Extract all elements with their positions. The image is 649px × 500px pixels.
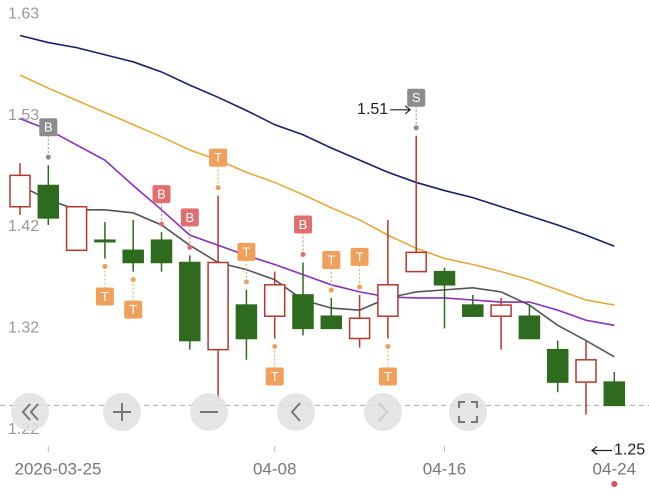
ma-line [19,184,615,358]
signal-label: B [299,217,308,232]
signal-dot [215,185,221,191]
signal-badge [237,242,256,261]
candle-body [179,261,201,342]
signal-badge [322,250,341,269]
candle-body [150,239,173,264]
low-annotation: 1.25 [614,442,645,459]
signal-label: T [327,252,335,267]
candle-body [320,315,343,330]
signal-dot [45,154,51,160]
signal-dot [130,277,136,283]
signal-badge [350,247,369,266]
signal-dot [385,344,391,350]
signal-label: S [412,90,421,105]
candle-body [292,294,314,330]
x-tick-label: 2026-03-25 [15,459,102,478]
candle-body [546,348,569,383]
signal-dot [413,125,419,131]
signal-badge [265,367,284,386]
x-tick-label: 04-24 [593,459,636,478]
ma-line [19,34,615,248]
signal-dot [300,252,306,257]
candle-body [462,304,484,317]
signal-label: T [129,302,137,317]
last-dot [611,481,618,487]
signal-badge [39,118,58,137]
ma-line [19,74,615,306]
signal-label: T [101,289,109,304]
zoom-in-button[interactable] [103,393,141,431]
candle-body [377,284,399,317]
signal-label: T [271,369,279,384]
candle-body [263,284,286,317]
plot-area: 2026-03-25 04-08 04-16 04-24 1.51 1.25 B T T B B T T… [0,5,649,487]
toolbar [11,393,487,431]
y-tick-label: 1.32 [8,320,39,337]
signal-badge [209,148,228,167]
signal-label: B [44,120,53,135]
signal-dot [328,287,334,293]
x-tick-label: 04-16 [423,459,466,478]
candle-body [207,261,229,351]
candle-body [433,270,456,286]
low-arrow [591,446,612,455]
signal-badge [95,287,114,306]
signal-label: B [157,187,166,202]
x-tick-label: 04-08 [253,459,296,478]
signal-dot [272,344,278,350]
signal-badge [294,215,312,234]
signal-dot [357,284,363,290]
signal-badge [378,367,397,386]
candle-body [235,304,258,340]
ma-line [19,117,615,327]
candle-body [518,315,541,340]
signal-badge [152,185,171,204]
candle-body [9,174,31,208]
candle-body [490,304,512,317]
signal-label: B [185,210,194,225]
signal-dot [187,244,193,250]
zoom-out-button[interactable] [190,393,228,431]
candle-body [405,251,427,273]
signal-dot [243,279,249,285]
candle-body [575,359,597,383]
y-tick-label: 1.42 [8,218,39,235]
signal-dot [159,221,164,227]
candle-body [37,184,60,219]
signal-dot [102,263,108,269]
high-arrow [390,105,412,115]
candle-body [603,381,626,407]
candle-body [65,206,88,252]
signal-badge [407,88,426,107]
signal-label: T [242,244,250,259]
collapse-button[interactable] [11,393,49,431]
signal-label: T [356,249,364,264]
fullscreen-button[interactable] [449,393,487,431]
candle-body [94,239,116,243]
y-tick-label: 1.53 [8,107,39,124]
y-tick-label: 1.63 [8,5,39,22]
signal-label: T [384,369,392,384]
candle-body [348,317,371,340]
signal-badge [180,208,199,227]
candle-body [122,249,144,264]
scroll-left-button[interactable] [277,393,315,431]
high-annotation: 1.51 [357,101,388,118]
signal-label: T [214,150,222,165]
signal-badge [124,300,143,319]
scroll-right-button[interactable] [364,393,402,431]
